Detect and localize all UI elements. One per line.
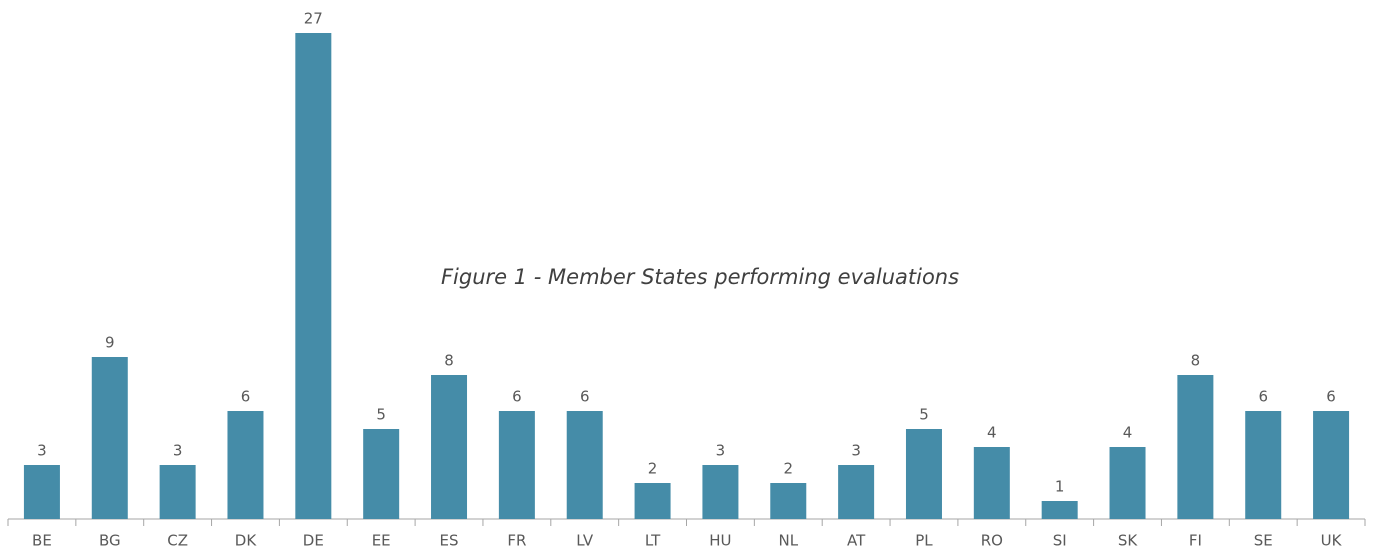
bar (838, 465, 875, 519)
bar (363, 429, 400, 519)
x-tick-label: BG (99, 532, 121, 550)
data-label: 2 (784, 460, 794, 478)
bar (1109, 447, 1146, 519)
x-tick-label: BE (32, 532, 52, 550)
x-tick-label: SE (1254, 532, 1273, 550)
bar (634, 483, 671, 519)
x-tick-label: SK (1118, 532, 1139, 550)
data-label: 9 (105, 334, 115, 352)
x-tick-label: DE (303, 532, 324, 550)
bar (159, 465, 196, 519)
data-label: 6 (1326, 388, 1336, 406)
x-tick-label: AT (847, 532, 866, 550)
bar (91, 357, 128, 519)
data-label: 27 (304, 10, 323, 28)
x-tick-label: EE (372, 532, 391, 550)
bar (23, 465, 60, 519)
data-label: 3 (37, 442, 47, 460)
bar (905, 429, 942, 519)
bar (702, 465, 739, 519)
data-label: 8 (1191, 352, 1201, 370)
bar (1313, 411, 1350, 519)
data-label: 5 (919, 406, 929, 424)
x-tick-label: PL (915, 532, 933, 550)
data-label: 3 (173, 442, 183, 460)
x-tick-label: LT (645, 532, 661, 550)
x-tick-label: FR (507, 532, 526, 550)
data-label: 6 (580, 388, 590, 406)
bar (295, 33, 332, 519)
data-label: 8 (444, 352, 454, 370)
data-label: 1 (1055, 478, 1065, 496)
bar (770, 483, 807, 519)
bar (1041, 501, 1078, 519)
bar (227, 411, 264, 519)
x-tick-label: FI (1189, 532, 1202, 550)
chart-title: Figure 1 - Member States performing eval… (441, 265, 959, 289)
x-tick-label: DK (235, 532, 258, 550)
bar (431, 375, 468, 519)
x-tick-label: NL (778, 532, 798, 550)
x-tick-label: UK (1321, 532, 1343, 550)
x-tick-label: ES (440, 532, 459, 550)
data-label: 6 (1258, 388, 1268, 406)
x-tick-label: SI (1053, 532, 1067, 550)
data-label: 2 (648, 460, 658, 478)
data-label: 3 (716, 442, 726, 460)
bar (973, 447, 1010, 519)
bar (1177, 375, 1214, 519)
data-label: 4 (1123, 424, 1133, 442)
data-label: 4 (987, 424, 997, 442)
x-tick-label: LV (576, 532, 594, 550)
data-label: 6 (241, 388, 251, 406)
x-tick-label: CZ (167, 532, 188, 550)
x-tick-label: HU (709, 532, 731, 550)
data-label: 6 (512, 388, 522, 406)
bar (498, 411, 535, 519)
x-tick-label: RO (981, 532, 1003, 550)
data-label: 5 (376, 406, 386, 424)
data-label: 3 (851, 442, 861, 460)
bar (566, 411, 603, 519)
bar (1245, 411, 1282, 519)
